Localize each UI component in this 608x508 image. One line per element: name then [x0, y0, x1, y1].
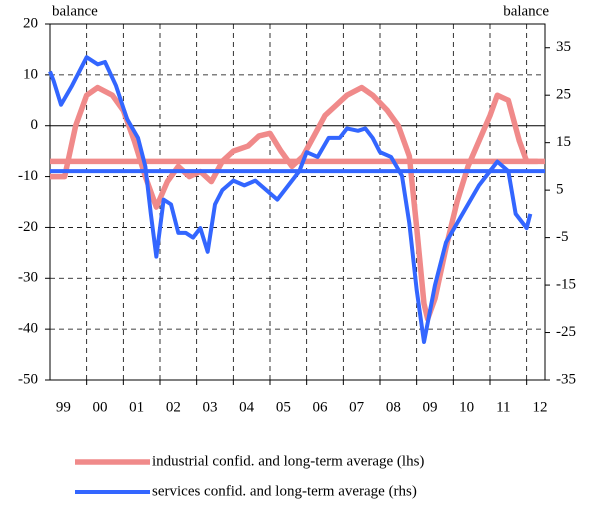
legend-label: industrial confid. and long-term average… — [152, 453, 424, 469]
x-tick-label: 06 — [313, 399, 329, 415]
y-tick-label: 10 — [23, 66, 38, 82]
x-tick-label: 04 — [239, 399, 255, 415]
y2-tick-label: 25 — [556, 87, 571, 103]
x-tick-label: 01 — [129, 399, 144, 415]
y-tick-label: -30 — [18, 270, 38, 286]
y2-tick-label: -5 — [556, 229, 569, 245]
plot-frame — [49, 23, 546, 381]
y-tick-label: -10 — [18, 168, 38, 184]
x-tick-label: 05 — [276, 399, 291, 415]
x-tick-label: 09 — [423, 399, 438, 415]
y2-tick-label: 35 — [556, 39, 571, 55]
series-line — [50, 84, 538, 322]
y2-tick-label: -35 — [556, 371, 576, 387]
x-tick-label: 00 — [93, 399, 108, 415]
y2-tick-label: -15 — [556, 277, 576, 293]
legend-label: services confid. and long-term average (… — [152, 483, 417, 499]
x-tick-label: 02 — [166, 399, 181, 415]
y2-tick-label: -25 — [556, 324, 576, 340]
y2-tick-label: 15 — [556, 134, 571, 150]
y2-axis-label: balance — [503, 3, 549, 19]
y-axis-label: balance — [52, 3, 98, 19]
x-tick-label: 07 — [349, 399, 365, 415]
y-tick-label: -40 — [18, 321, 38, 337]
y-tick-label: -20 — [18, 219, 38, 235]
x-tick-label: 08 — [386, 399, 401, 415]
y-tick-label: 0 — [31, 117, 39, 133]
series-line — [48, 55, 533, 345]
y-tick-label: -50 — [18, 371, 38, 387]
x-tick-label: 99 — [56, 399, 71, 415]
x-tick-label: 03 — [203, 399, 218, 415]
x-tick-label: 10 — [459, 399, 474, 415]
y-tick-label: 20 — [23, 15, 38, 31]
x-tick-label: 11 — [496, 399, 510, 415]
y2-tick-label: 5 — [556, 182, 564, 198]
x-tick-label: 12 — [533, 399, 548, 415]
